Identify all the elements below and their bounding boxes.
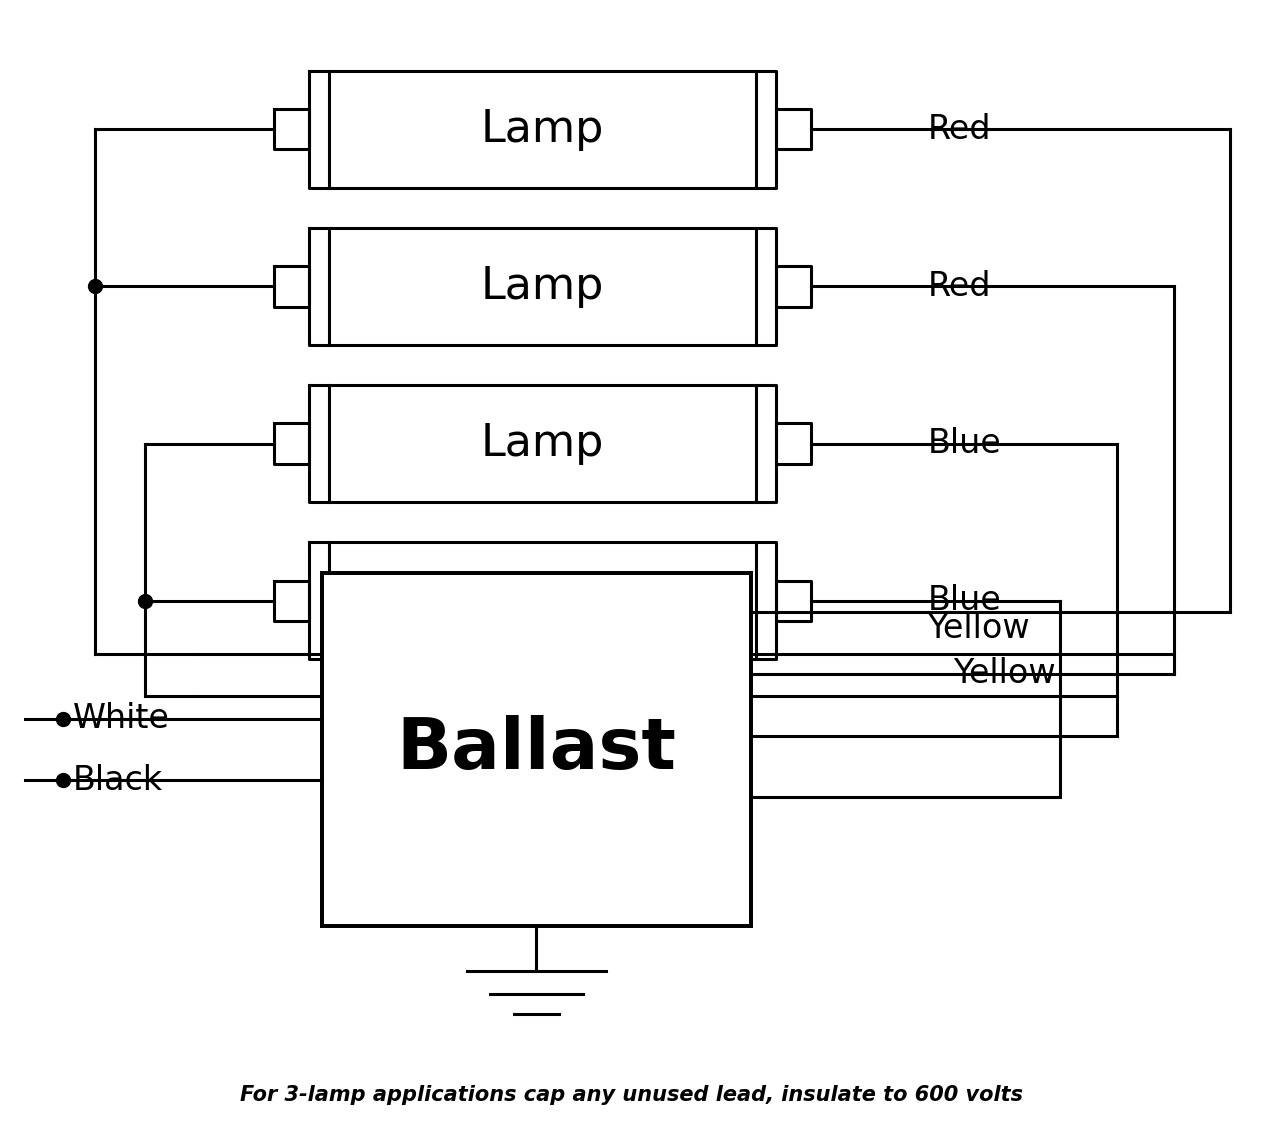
Text: Black: Black	[73, 764, 163, 797]
Text: Lamp: Lamp	[481, 265, 604, 308]
Text: Blue: Blue	[928, 427, 1001, 460]
Text: White: White	[73, 702, 170, 736]
Text: Red: Red	[928, 112, 991, 146]
Text: Yellow: Yellow	[928, 612, 1030, 645]
Text: Blue: Blue	[928, 584, 1001, 618]
Text: Lamp: Lamp	[481, 579, 604, 622]
Text: For 3-lamp applications cap any unused lead, insulate to 600 volts: For 3-lamp applications cap any unused l…	[240, 1085, 1022, 1105]
Text: Yellow: Yellow	[953, 657, 1055, 690]
Text: Lamp: Lamp	[481, 108, 604, 150]
FancyBboxPatch shape	[322, 573, 751, 926]
Text: Lamp: Lamp	[481, 422, 604, 465]
Text: Ballast: Ballast	[396, 715, 676, 784]
Text: Red: Red	[928, 270, 991, 303]
